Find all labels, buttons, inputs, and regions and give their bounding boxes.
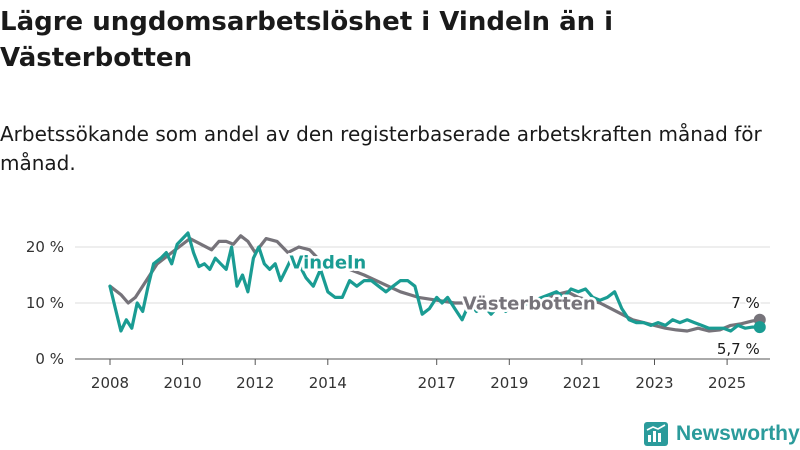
brand-name: Newsworthy — [676, 422, 800, 445]
chart-title: Lägre ungdomsarbetslöshet i Vindeln än i… — [0, 7, 614, 73]
x-tick-label: 2014 — [309, 374, 347, 392]
end-point-vindeln — [753, 321, 766, 334]
series-label-vindeln: Vindeln — [289, 252, 366, 273]
brand-logo: Newsworthy — [644, 420, 800, 448]
x-tick-label: 2019 — [490, 374, 528, 392]
line-chart: 0 % 10 % 20 % 2008 2010 2012 2014 2017 2019 2021 2… — [26, 231, 770, 392]
end-value-label: 5,7 % — [717, 340, 760, 358]
series-line-vindeln — [108, 231, 762, 333]
y-tick-label: 10 % — [26, 294, 64, 312]
x-tick-label: 2021 — [563, 374, 601, 392]
newsworthy-logo-icon — [644, 422, 668, 446]
x-tick-label: 2023 — [635, 374, 673, 392]
x-tick-label: 2025 — [708, 374, 746, 392]
x-tick-label: 2010 — [164, 374, 202, 392]
series-line-vsterbotten — [108, 234, 762, 333]
y-tick-label: 20 % — [26, 238, 64, 256]
y-tick-label: 0 % — [35, 350, 64, 368]
x-tick-label: 2012 — [236, 374, 274, 392]
series-label-vsterbotten: Västerbotten — [463, 294, 596, 315]
x-tick-label: 2008 — [91, 374, 129, 392]
chart-subtitle: Arbetssökande som andel av den registerb… — [0, 122, 762, 175]
end-value-label: 7 % — [731, 294, 760, 312]
x-tick-label: 2017 — [418, 374, 456, 392]
